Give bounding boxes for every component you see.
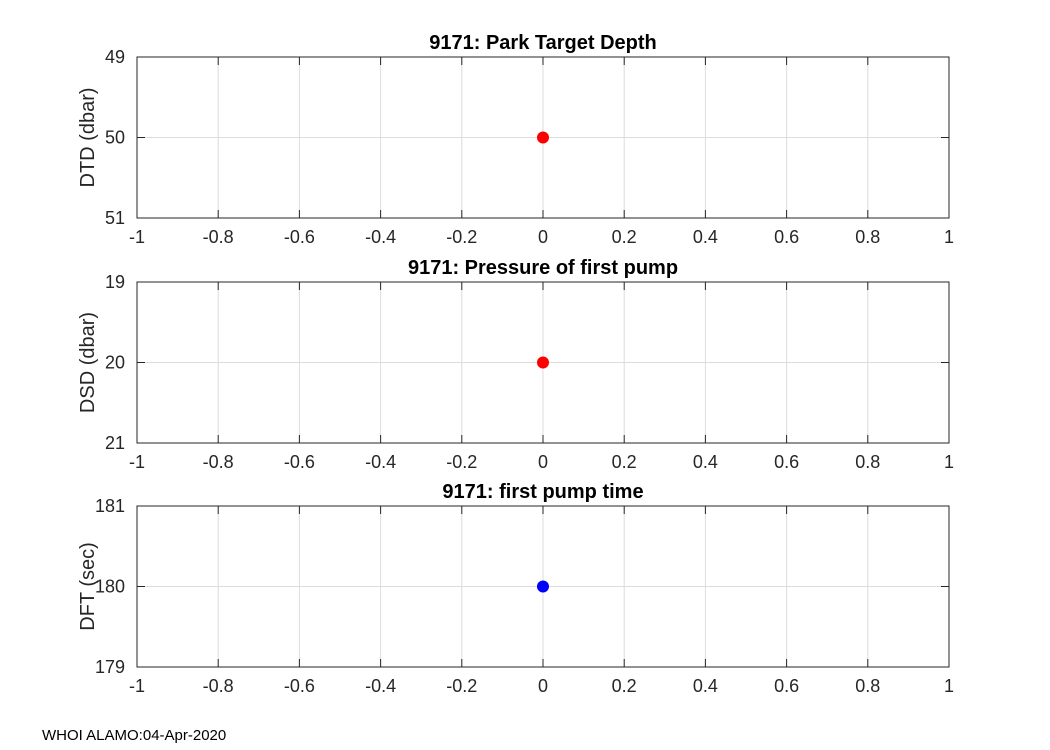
x-tick-label: 0 [538, 452, 548, 472]
x-tick-label: 0.2 [612, 676, 637, 696]
x-tick-label: -0.4 [365, 676, 396, 696]
y-tick-label: 180 [95, 577, 125, 597]
x-tick-label: -0.6 [284, 676, 315, 696]
x-tick-label: -0.8 [203, 676, 234, 696]
x-tick-label: 1 [944, 452, 954, 472]
x-tick-label: -0.4 [365, 227, 396, 247]
data-point [537, 131, 549, 144]
y-axis-label: DFT (sec) [77, 542, 99, 631]
x-tick-label: -0.6 [284, 227, 315, 247]
x-tick-label: 0.8 [855, 452, 880, 472]
x-tick-label: 0 [538, 227, 548, 247]
x-tick-label: 1 [944, 227, 954, 247]
x-tick-label: -0.2 [446, 452, 477, 472]
x-tick-label: 0.2 [612, 227, 637, 247]
x-tick-label: -0.2 [446, 227, 477, 247]
chart-title: 9171: first pump time [442, 481, 643, 503]
chart-panel-1: -1 -0.8 -0.6 -0.4 -0.2 0 0.2 0.4 0.6 0.8 1 49 50 51 91… [77, 32, 954, 247]
y-tick-label: 20 [105, 353, 125, 373]
x-tick-label: -1 [129, 227, 145, 247]
chart-title: 9171: Park Target Depth [429, 32, 657, 54]
x-tick-label: 0.6 [774, 227, 799, 247]
y-tick-label: 19 [105, 272, 125, 292]
y-axis-label: DTD (dbar) [77, 87, 99, 187]
data-point [537, 356, 549, 369]
y-axis-label: DSD (dbar) [77, 312, 99, 413]
chart-panel-3: -1 -0.8 -0.6 -0.4 -0.2 0 0.2 0.4 0.6 0.8 1 179 180 18… [77, 481, 954, 696]
x-tick-label: 0 [538, 676, 548, 696]
x-tick-label: -1 [129, 676, 145, 696]
y-tick-label: 51 [105, 208, 125, 228]
data-point [537, 580, 549, 593]
y-tick-label: 179 [95, 657, 125, 677]
x-tick-label: 0.6 [774, 676, 799, 696]
y-tick-label: 49 [105, 47, 125, 67]
x-tick-label: -0.6 [284, 452, 315, 472]
footer-stamp: WHOI ALAMO:04-Apr-2020 [42, 727, 227, 744]
x-tick-label: 1 [944, 676, 954, 696]
x-tick-label: -1 [129, 452, 145, 472]
x-tick-label: 0.4 [693, 227, 718, 247]
x-tick-label: -0.4 [365, 452, 396, 472]
chart-panel-2: -1 -0.8 -0.6 -0.4 -0.2 0 0.2 0.4 0.6 0.8 1 19 20 21 91… [77, 257, 954, 472]
y-tick-label: 21 [105, 433, 125, 453]
x-tick-label: -0.8 [203, 227, 234, 247]
chart-title: 9171: Pressure of first pump [408, 257, 678, 279]
x-tick-label: -0.2 [446, 676, 477, 696]
x-tick-label: 0.2 [612, 452, 637, 472]
x-tick-label: -0.8 [203, 452, 234, 472]
x-tick-label: 0.6 [774, 452, 799, 472]
x-tick-label: 0.4 [693, 676, 718, 696]
x-tick-label: 0.8 [855, 227, 880, 247]
y-tick-label: 181 [95, 496, 125, 516]
x-tick-label: 0.4 [693, 452, 718, 472]
y-tick-label: 50 [105, 128, 125, 148]
x-tick-label: 0.8 [855, 676, 880, 696]
